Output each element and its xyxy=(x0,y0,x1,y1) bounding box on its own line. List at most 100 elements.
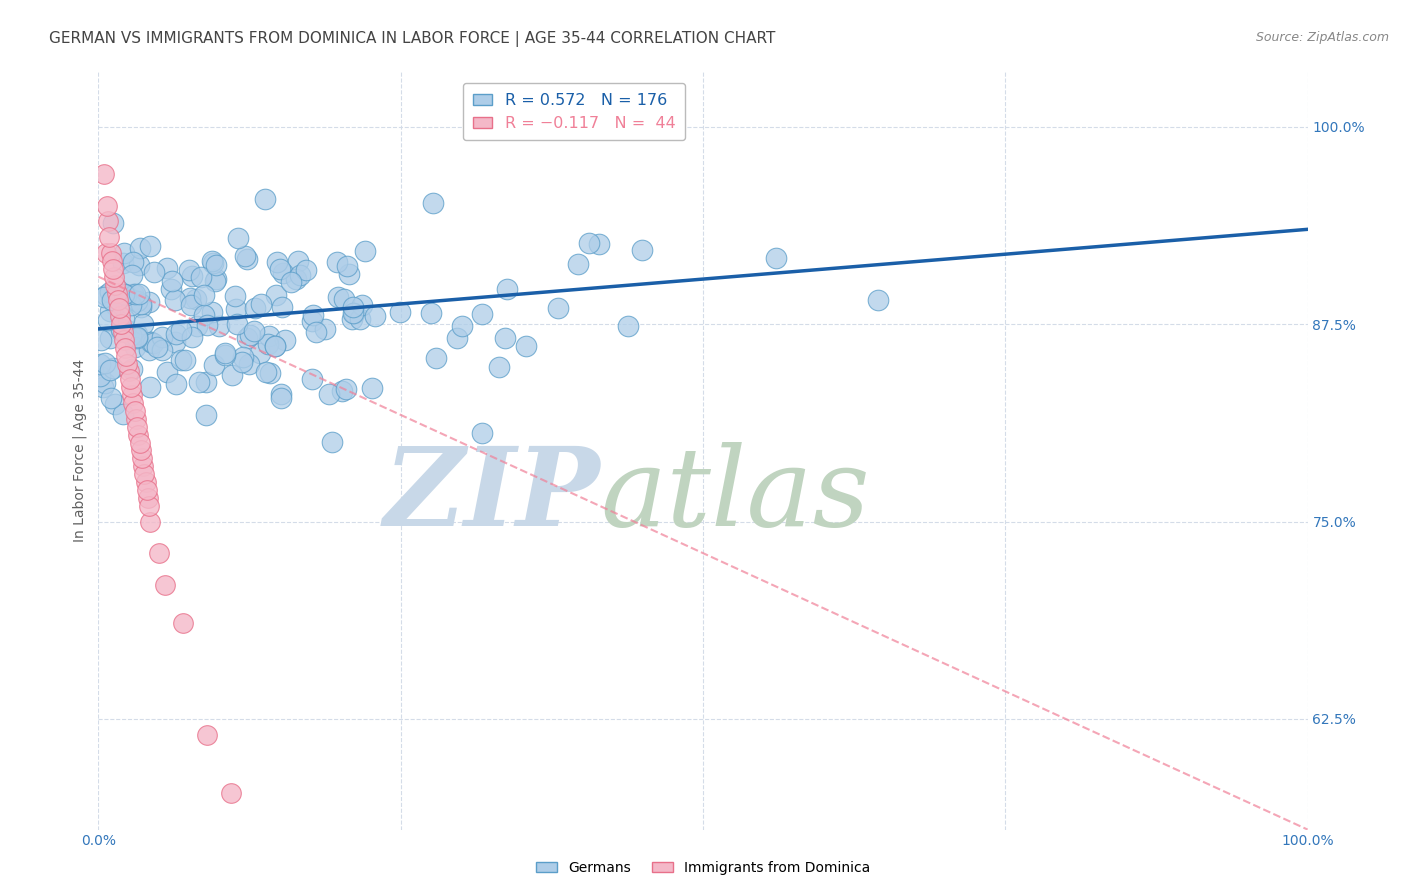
Point xyxy=(142,336,165,351)
Point xyxy=(135,475,157,489)
Point xyxy=(127,427,149,442)
Point xyxy=(111,325,134,339)
Point xyxy=(515,338,537,352)
Point xyxy=(128,287,150,301)
Point xyxy=(122,396,145,410)
Point xyxy=(190,269,212,284)
Point xyxy=(245,301,267,315)
Point xyxy=(588,236,610,251)
Point xyxy=(110,324,132,338)
Point xyxy=(139,515,162,529)
Point xyxy=(239,327,262,342)
Point xyxy=(221,368,243,382)
Point xyxy=(100,253,122,268)
Point xyxy=(89,357,111,371)
Point xyxy=(193,308,215,322)
Point xyxy=(131,297,153,311)
Point xyxy=(96,199,118,213)
Point xyxy=(115,287,138,301)
Point xyxy=(333,293,356,307)
Point xyxy=(208,318,231,333)
Point xyxy=(90,333,112,347)
Point xyxy=(97,313,120,327)
Point xyxy=(110,317,132,331)
Point xyxy=(270,387,292,401)
Point xyxy=(117,357,139,371)
Point xyxy=(98,331,121,345)
Point xyxy=(494,331,516,345)
Point xyxy=(134,467,156,482)
Point xyxy=(103,269,125,284)
Point xyxy=(280,275,302,289)
Point xyxy=(868,293,890,307)
Point xyxy=(336,259,359,273)
Point xyxy=(179,262,201,277)
Point xyxy=(118,372,141,386)
Point xyxy=(186,319,208,334)
Point xyxy=(148,546,170,560)
Point xyxy=(179,291,201,305)
Point xyxy=(496,282,519,296)
Point xyxy=(104,277,127,292)
Point xyxy=(226,230,249,244)
Point xyxy=(250,296,273,310)
Point xyxy=(156,365,179,379)
Point xyxy=(349,312,371,326)
Point xyxy=(111,408,134,422)
Point xyxy=(129,241,152,255)
Point xyxy=(98,304,121,318)
Point xyxy=(181,268,204,283)
Point xyxy=(195,375,218,389)
Point xyxy=(156,261,179,276)
Point xyxy=(337,268,360,282)
Point xyxy=(124,287,146,301)
Point xyxy=(127,326,149,341)
Point xyxy=(101,261,124,276)
Point xyxy=(114,341,136,355)
Point xyxy=(425,351,447,366)
Point xyxy=(364,309,387,323)
Point xyxy=(471,426,494,441)
Point xyxy=(131,451,153,466)
Point xyxy=(120,380,142,394)
Point xyxy=(221,786,243,800)
Point xyxy=(214,348,236,362)
Y-axis label: In Labor Force | Age 35-44: In Labor Force | Age 35-44 xyxy=(73,359,87,542)
Point xyxy=(285,272,308,286)
Point xyxy=(170,323,193,337)
Point xyxy=(104,397,127,411)
Point xyxy=(326,290,349,304)
Point xyxy=(578,235,600,250)
Point xyxy=(121,388,143,402)
Point xyxy=(93,167,115,181)
Point xyxy=(89,369,111,384)
Point xyxy=(105,285,128,300)
Point xyxy=(214,345,236,359)
Point xyxy=(225,301,247,316)
Point xyxy=(305,325,328,339)
Point xyxy=(202,358,225,372)
Point xyxy=(235,331,257,345)
Point xyxy=(124,404,146,418)
Point xyxy=(488,359,510,374)
Point xyxy=(100,293,122,308)
Point xyxy=(354,244,377,259)
Point xyxy=(335,382,357,396)
Point xyxy=(195,728,218,742)
Point xyxy=(143,265,166,279)
Point xyxy=(107,293,129,308)
Point xyxy=(122,287,145,301)
Point xyxy=(121,328,143,343)
Point xyxy=(98,363,121,377)
Point xyxy=(139,380,162,394)
Text: ZIP: ZIP xyxy=(384,442,600,549)
Point xyxy=(259,366,281,380)
Point xyxy=(567,257,589,271)
Point xyxy=(451,318,474,333)
Point xyxy=(388,305,411,319)
Point xyxy=(302,308,325,322)
Point xyxy=(184,292,207,306)
Point xyxy=(273,266,295,280)
Point xyxy=(139,334,162,349)
Legend: Germans, Immigrants from Dominica: Germans, Immigrants from Dominica xyxy=(530,855,876,880)
